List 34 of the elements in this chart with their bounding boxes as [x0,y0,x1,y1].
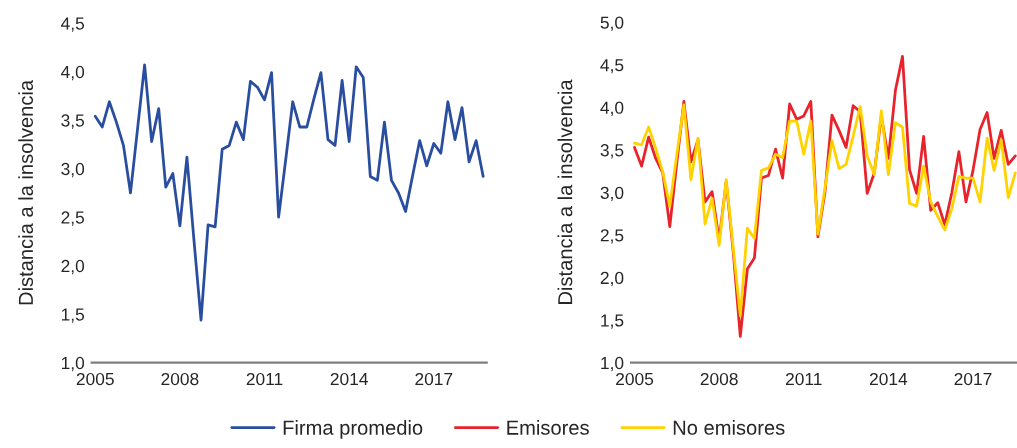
x-tick-label: 2005 [616,372,654,386]
x-tick-label: 2008 [161,372,199,386]
y-tick-label: 2,5 [61,211,85,226]
y-tick-label: 3,5 [600,144,624,159]
y-axis-title: Distancia a la insolvencia [557,79,573,304]
legend-label: Emisores [507,420,589,435]
x-tick-label: 2014 [330,372,368,386]
x-tick-label: 2017 [954,372,992,386]
y-tick-label: 2,0 [600,271,624,287]
y-tick-label: 1,0 [61,356,85,372]
x-tick-label: 2011 [246,372,283,386]
legend-label: Firma promedio [283,420,423,439]
line-series [93,63,485,322]
y-tick-label: 3,0 [600,186,624,202]
x-tick-label: 2005 [76,372,114,386]
x-tick-label: 2008 [700,372,738,386]
x-tick-label: 2017 [415,372,453,386]
y-tick-label: 4,0 [600,101,624,116]
y-tick-label: 2,0 [61,259,85,275]
y-axis-title: Distancia a la insolvencia [18,79,34,305]
x-tick-label: 2014 [869,372,908,386]
y-tick-label: 4,5 [600,59,624,74]
y-tick-label: 2,5 [600,229,624,244]
y-tick-label: 3,0 [61,162,85,178]
y-tick-label: 4,0 [61,65,85,81]
y-tick-label: 1,5 [61,308,85,323]
y-tick-label: 3,5 [61,114,85,129]
legend-label: No emisores [673,420,785,435]
y-tick-label: 5,0 [600,16,624,31]
x-tick-label: 2011 [785,372,822,386]
line-series [633,103,1017,318]
y-tick-label: 4,5 [61,17,85,32]
y-tick-label: 1,0 [601,356,624,372]
y-tick-label: 1,5 [601,314,624,329]
